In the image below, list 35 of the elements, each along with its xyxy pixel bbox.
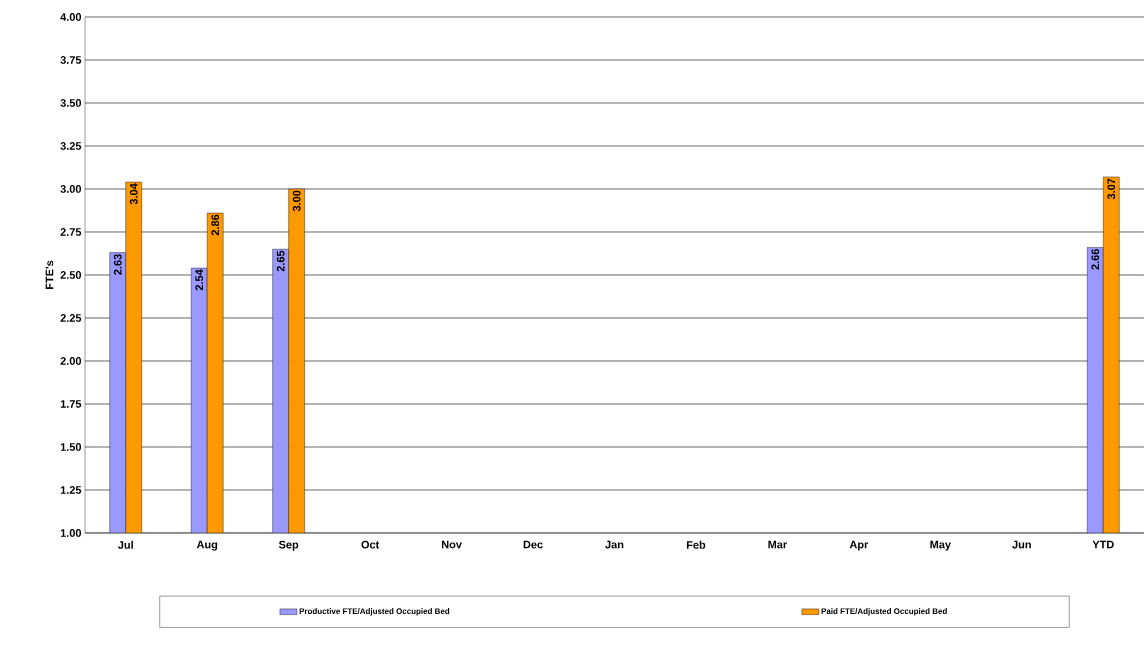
y-tick-label: 1.75 [60, 400, 82, 408]
data-label: 3.04 [129, 183, 138, 205]
y-tick-label: 3.50 [60, 99, 82, 107]
y-tick-label: 2.50 [60, 271, 82, 279]
x-tick-label: YTD [1092, 540, 1114, 549]
y-tick-label: 1.50 [60, 443, 82, 451]
x-tick-label: Oct [361, 540, 380, 549]
data-label: 2.63 [113, 254, 122, 275]
y-axis-title: FTE's [45, 260, 54, 289]
x-tick-label: Jul [117, 540, 133, 549]
x-tick-label: Dec [523, 540, 543, 549]
data-label: 2.86 [211, 214, 220, 236]
y-tick-label: 3.25 [60, 142, 82, 150]
x-tick-label: Feb [686, 540, 706, 549]
data-label: 2.54 [195, 269, 204, 291]
y-tick-label: 3.00 [60, 185, 82, 193]
y-tick-label: 1.00 [60, 529, 82, 537]
y-tick-label: 4.00 [60, 13, 82, 21]
x-tick-label: Jan [605, 540, 624, 549]
y-tick-label: 2.25 [60, 314, 82, 322]
x-tick-label: Aug [196, 540, 218, 551]
x-tick-label: May [930, 540, 951, 551]
x-tick-label: Apr [849, 540, 869, 551]
y-tick-label: 2.00 [60, 357, 82, 365]
data-label: 3.00 [292, 190, 301, 212]
data-label: 2.65 [276, 250, 285, 272]
y-tick-label: 3.75 [60, 56, 82, 64]
data-label: 3.07 [1107, 178, 1116, 200]
x-tick-label: Sep [278, 540, 299, 551]
x-tick-label: Jun [1012, 540, 1031, 549]
y-tick-label: 2.75 [60, 228, 82, 236]
x-tick-label: Mar [768, 540, 787, 549]
y-tick-label: 1.25 [60, 486, 82, 494]
data-label: 2.66 [1091, 249, 1100, 270]
x-tick-label: Nov [441, 540, 462, 549]
